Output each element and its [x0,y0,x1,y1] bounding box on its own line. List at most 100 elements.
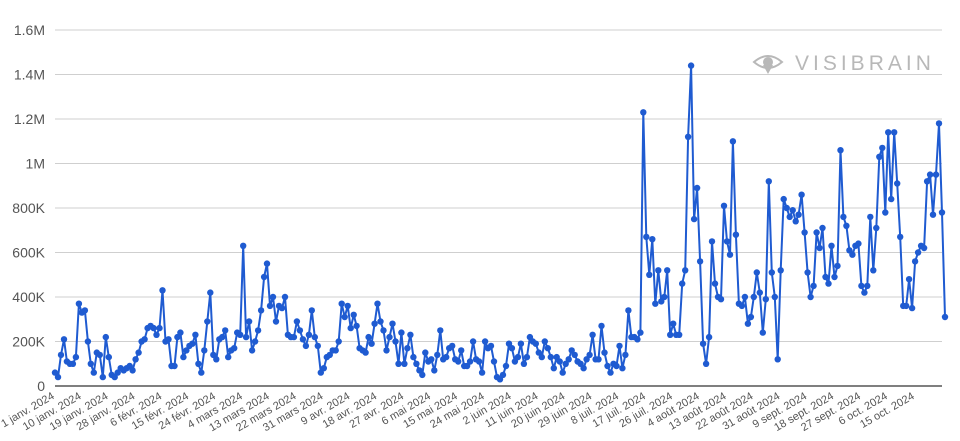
data-point [225,353,232,361]
data-point [777,267,784,274]
data-point [885,129,892,136]
data-point [849,251,856,258]
data-point [652,300,659,307]
data-point [780,195,787,203]
data-point [51,369,59,376]
data-point [687,62,695,69]
data-point [670,320,677,327]
data-point [932,171,940,178]
data-point [60,336,68,343]
data-point [499,371,507,379]
data-point [708,238,716,245]
data-point [664,267,671,274]
data-point [676,331,683,338]
data-point [434,351,441,359]
data-point [870,267,877,274]
data-point [765,178,772,185]
data-point [407,331,414,338]
data-point [538,353,545,361]
data-point [281,293,289,301]
data-point [260,273,268,281]
data-point [789,207,796,214]
data-point [783,204,790,212]
data-point [786,213,793,221]
data-point [305,331,313,338]
series [51,62,949,383]
data-point [544,345,551,352]
data-point [565,356,572,363]
data-point [159,287,166,294]
data-point [873,224,880,232]
data-point [344,302,351,310]
data-point [908,304,916,312]
data-point [290,333,298,341]
data-point [90,369,98,376]
data-point [792,218,799,225]
data-point [622,351,629,359]
data-point [855,240,862,247]
data-point [753,269,760,276]
y-tick-label: 0 [37,378,45,394]
data-point [720,202,728,209]
data-point [508,345,516,352]
data-point [690,215,698,223]
data-point [248,347,256,354]
data-point [422,349,429,356]
data-point [242,333,250,341]
data-point [693,184,701,192]
data-point [365,333,372,341]
data-point [389,320,396,327]
data-point [302,342,310,350]
data-point [278,304,286,312]
data-point [463,362,471,370]
data-point [768,269,775,276]
series-line [54,64,946,381]
data-point [699,340,707,347]
data-point [834,262,841,270]
data-point [723,238,731,245]
data-point [774,356,781,363]
data-point [320,365,327,372]
data-point [667,331,674,338]
data-point [222,327,229,334]
data-point [183,347,190,354]
data-point [368,340,375,347]
data-point [822,273,829,281]
data-point [257,307,265,314]
data-point [562,360,569,367]
data-point [929,211,937,218]
data-point [338,300,345,307]
data-point [132,356,139,363]
y-tick-label: 1M [26,156,45,172]
data-point [655,267,662,274]
data-point [487,342,495,350]
data-point [705,333,713,341]
data-point [729,138,737,145]
data-point [926,171,934,178]
data-point [263,260,271,267]
data-point [858,282,865,290]
data-point [920,244,928,252]
data-point [517,340,525,347]
data-point [383,347,390,354]
data-point [819,224,826,232]
data-point [738,302,746,310]
data-point [314,342,321,350]
data-point [466,358,474,365]
data-point [607,369,614,376]
data-point [54,373,62,381]
data-point [807,293,814,301]
data-point [589,331,596,338]
data-point [867,213,874,221]
data-point [156,324,163,332]
data-point [419,371,426,379]
data-point [876,153,883,160]
data-point [682,267,689,274]
data-point [254,327,262,334]
data-point [750,293,757,301]
data-point [741,293,749,301]
data-point [604,362,611,370]
data-point [756,289,763,296]
watermark-text: VISIBRAIN [795,52,935,75]
